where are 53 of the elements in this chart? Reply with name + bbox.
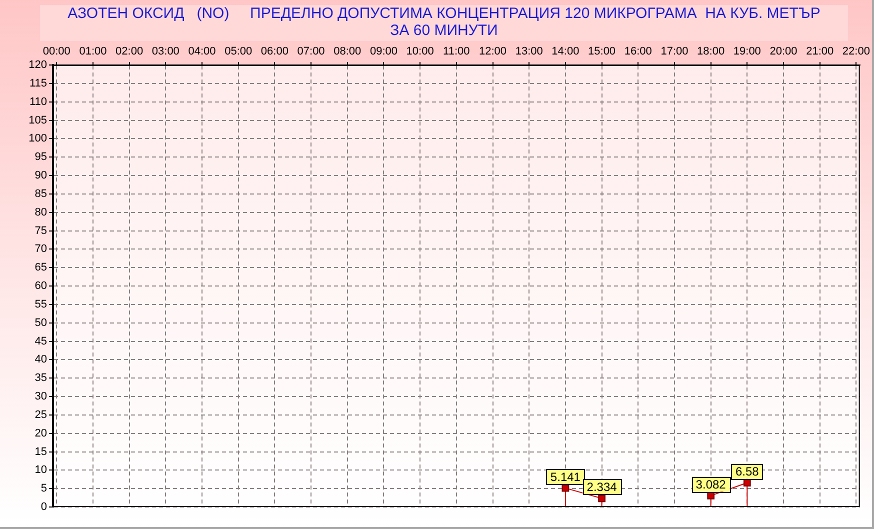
x-tick-label: 19:00 — [733, 45, 761, 58]
y-tick-label: 65 — [34, 262, 47, 274]
y-tick-label: 90 — [34, 170, 47, 182]
y-tick-label: 120 — [28, 59, 47, 72]
x-tick-label: 03:00 — [152, 45, 180, 58]
x-tick-label: 14:00 — [552, 45, 580, 58]
y-tick-label: 55 — [34, 298, 47, 310]
y-tick-label: 85 — [34, 188, 47, 200]
data-label: 2.334 — [586, 480, 618, 494]
y-tick-label: 70 — [34, 243, 47, 256]
y-tick-label: 110 — [29, 96, 47, 108]
x-tick-label: 17:00 — [660, 45, 688, 58]
chart-title: АЗОТЕН ОКСИД (NO) ПРЕДЕЛНО ДОПУСТИМА КОНЦЕНТРАЦИЯ 120 МИКРОГРАМА НА КУБ. МЕТЪР ЗА 60 МИНУТИ — [40, 5, 848, 41]
x-tick-label: 16:00 — [624, 45, 652, 58]
x-tick-label: 22:00 — [842, 45, 870, 58]
x-tick-label: 02:00 — [116, 45, 144, 58]
x-tick-label: 15:00 — [588, 45, 616, 58]
data-label: 5.141 — [550, 470, 581, 484]
y-tick-label: 10 — [34, 464, 47, 476]
x-tick-label: 04:00 — [188, 45, 216, 58]
y-tick-label: 105 — [28, 114, 47, 126]
data-label: 3.082 — [696, 477, 726, 492]
x-tick-label: 20:00 — [770, 45, 798, 58]
x-tick-label: 12:00 — [478, 45, 507, 58]
x-tick-label: 05:00 — [224, 45, 252, 58]
x-tick-label: 11:00 — [443, 45, 470, 58]
x-tick-label: 07:00 — [297, 45, 325, 58]
y-tick-label: 40 — [34, 354, 47, 366]
y-tick-label: 115 — [29, 77, 47, 90]
y-tick-label: 80 — [34, 206, 47, 218]
y-tick-label: 35 — [34, 372, 47, 384]
y-tick-label: 25 — [34, 408, 47, 421]
x-tick-label: 08:00 — [334, 45, 362, 58]
y-tick-label: 30 — [34, 390, 47, 403]
y-tick-label: 60 — [34, 280, 47, 292]
y-tick-label: 5 — [40, 482, 47, 495]
x-tick-label: 09:00 — [370, 45, 398, 58]
y-tick-label: 0 — [40, 501, 47, 514]
data-label: 6.58 — [735, 464, 760, 479]
y-tick-label: 100 — [28, 132, 47, 145]
x-tick-label: 01:00 — [79, 45, 107, 58]
y-tick-label: 75 — [34, 224, 47, 237]
y-tick-label: 45 — [34, 335, 47, 348]
x-tick-label: 10:00 — [406, 45, 434, 58]
x-tick-label: 18:00 — [697, 45, 725, 58]
x-tick-label: 13:00 — [515, 45, 543, 58]
x-tick-label: 21:00 — [806, 45, 834, 58]
y-tick-label: 15 — [34, 446, 47, 458]
y-tick-label: 50 — [34, 316, 47, 329]
x-tick-label: 00:00 — [42, 45, 70, 58]
x-tick-label: 06:00 — [260, 45, 288, 58]
y-tick-label: 20 — [34, 427, 47, 440]
y-tick-label: 95 — [34, 151, 47, 164]
